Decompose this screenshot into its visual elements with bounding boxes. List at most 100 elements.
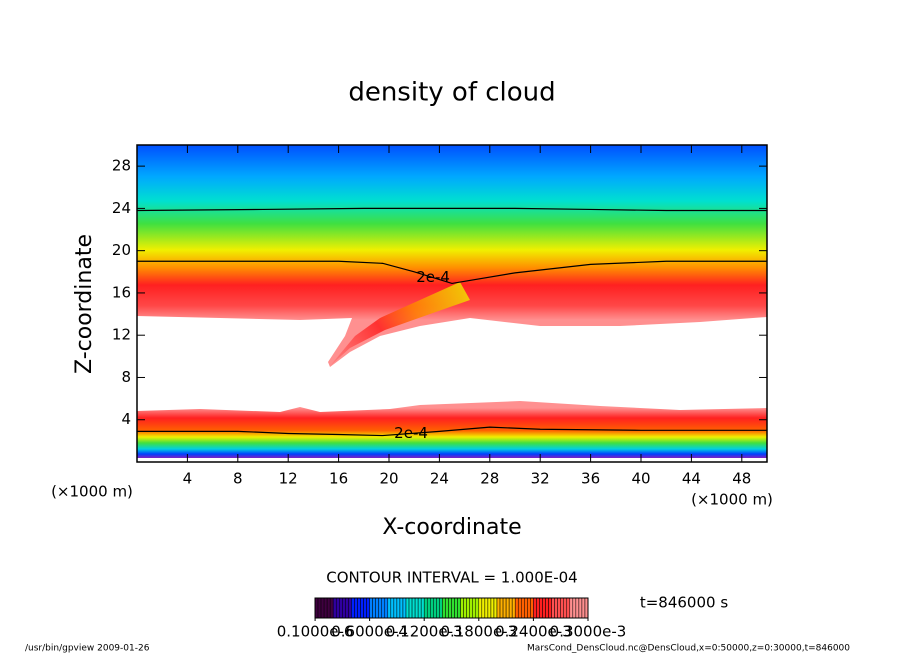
y-tick-label: 20 [112, 241, 131, 259]
colorbar-swatch [533, 597, 537, 619]
colorbar-swatch [442, 597, 446, 619]
colorbar-swatch [463, 597, 467, 619]
colorbar-swatch [539, 597, 543, 619]
x-unit: (×1000 m) [691, 491, 773, 509]
footer-left: /usr/bin/gpview 2009-01-26 [25, 644, 150, 654]
y-tick-label: 4 [121, 410, 131, 428]
colorbar-swatch [369, 597, 373, 619]
colorbar-swatch [323, 597, 328, 619]
colorbar-swatch [551, 597, 555, 619]
colorbar-swatch [578, 597, 583, 619]
colorbar-swatch [557, 597, 561, 619]
colorbar-swatch [436, 597, 440, 619]
colorbar-swatch [475, 597, 480, 619]
colorbar-swatch [454, 597, 458, 619]
colorbar-swatch [423, 597, 428, 619]
x-tick-label: 44 [682, 470, 701, 488]
colorbar-swatch [508, 597, 513, 619]
colorbar-swatch [569, 597, 574, 619]
colorbar-swatch [366, 597, 370, 619]
colorbar-swatch [354, 597, 358, 619]
colorbar-swatch [469, 597, 473, 619]
x-tick-label: 48 [732, 470, 751, 488]
colorbar-swatch [351, 597, 355, 619]
colorbar-swatch [517, 597, 522, 619]
colorbar-swatch [493, 597, 498, 619]
colorbar-swatch [363, 597, 367, 619]
colorbar-swatch [335, 597, 340, 619]
colorbar-swatch [490, 597, 495, 619]
colorbar-swatch [566, 597, 571, 619]
colorbar-swatch [390, 597, 395, 619]
y-tick-label: 28 [112, 157, 131, 175]
colorbar-swatch [411, 597, 416, 619]
colorbar-swatch [521, 597, 525, 619]
colorbar-swatch [572, 597, 577, 619]
y-tick-label: 24 [112, 199, 131, 217]
colorbar-swatch [457, 597, 461, 619]
colorbar-swatch [393, 597, 398, 619]
colorbar-swatch [575, 597, 580, 619]
colorbar-swatch [384, 597, 389, 619]
x-tick-label: 28 [480, 470, 499, 488]
x-axis-label: X-coordinate [382, 515, 521, 540]
colorbar-frame [314, 597, 589, 619]
contour-line [137, 426, 767, 437]
filled-field [137, 145, 767, 458]
colorbar-swatch [481, 597, 486, 619]
colorbar-swatch [426, 597, 431, 619]
plot-frame [136, 144, 768, 463]
colorbar-label: 0.6000e-4 [331, 623, 408, 641]
colorbar-label: 0.1200e-3 [386, 623, 463, 641]
colorbar-swatch [487, 597, 492, 619]
contour-label: 2e-4 [394, 424, 428, 442]
colorbar-swatch [430, 597, 434, 619]
colorbar-swatch [542, 597, 546, 619]
colorbar-swatch [420, 597, 425, 619]
colorbar-swatch [320, 597, 325, 619]
colorbar-swatch [527, 597, 531, 619]
colorbar-swatch [548, 597, 552, 619]
x-tick-label: 4 [183, 470, 193, 488]
contour-line [137, 260, 767, 285]
x-tick-label: 12 [279, 470, 298, 488]
colorbar-swatch [326, 597, 331, 619]
colorbar-label: 0.2400e-3 [495, 623, 572, 641]
colorbar-swatch [448, 597, 452, 619]
colorbar-swatch [511, 597, 516, 619]
colorbar-swatch [439, 597, 443, 619]
x-tick-label: 8 [233, 470, 243, 488]
colorbar-swatch [414, 597, 419, 619]
colorbar-swatch [478, 597, 483, 619]
colorbar-label: 0.1800e-3 [440, 623, 517, 641]
colorbar-swatch [387, 597, 392, 619]
colorbar-swatch [563, 597, 568, 619]
x-tick-label: 20 [379, 470, 398, 488]
colorbar-swatch [499, 597, 504, 619]
colorbar-swatch [502, 597, 507, 619]
colorbar-swatch [317, 597, 322, 619]
y-tick-label: 12 [112, 326, 131, 344]
contour-interval: CONTOUR INTERVAL = 1.000E-04 [326, 569, 577, 587]
colorbar-swatch [360, 597, 364, 619]
x-tick-label: 40 [631, 470, 650, 488]
contour-label: 2e-4 [416, 268, 450, 286]
x-tick-label: 36 [581, 470, 600, 488]
colorbar-label: 0.1000e-6 [277, 623, 354, 641]
footer-right: MarsCond_DensCloud.nc@DensCloud,x=0:5000… [527, 644, 850, 654]
colorbar-swatch [554, 597, 558, 619]
colorbar-swatch [484, 597, 489, 619]
colorbar-swatch [530, 597, 534, 619]
colorbar-swatch [514, 597, 519, 619]
colorbar-swatch [408, 597, 413, 619]
colorbar-swatch [466, 597, 470, 619]
x-tick-label: 24 [430, 470, 449, 488]
x-tick-label: 16 [329, 470, 348, 488]
colorbar-swatch [545, 597, 549, 619]
colorbar-swatch [505, 597, 510, 619]
y-tick-label: 8 [121, 368, 131, 386]
colorbar-swatch [405, 597, 410, 619]
colorbar-swatch [372, 597, 376, 619]
contour-line [136, 207, 767, 212]
colorbar-swatch [329, 597, 334, 619]
